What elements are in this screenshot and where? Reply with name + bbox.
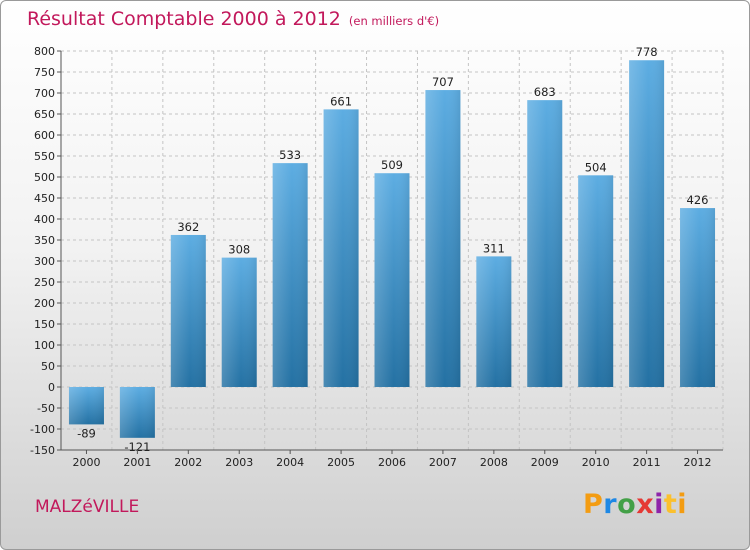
bar-highlight (527, 100, 563, 387)
bar-highlight (221, 257, 257, 387)
data-label: 311 (483, 241, 505, 255)
x-tick-label: 2003 (225, 456, 253, 469)
data-label: 509 (381, 158, 403, 172)
y-tick-label: 150 (34, 318, 55, 331)
x-tick-label: 2011 (633, 456, 661, 469)
x-tick-label: 2000 (72, 456, 100, 469)
y-tick-label: -100 (30, 423, 55, 436)
y-tick-label: 100 (34, 339, 55, 352)
y-tick-label: 50 (41, 360, 55, 373)
x-tick-label: 2004 (276, 456, 304, 469)
data-label: 707 (432, 75, 454, 89)
bar-highlight (170, 234, 206, 387)
y-tick-label: 450 (34, 192, 55, 205)
x-tick-label: 2008 (480, 456, 508, 469)
y-tick-label: 0 (48, 381, 55, 394)
y-tick-label: 800 (34, 45, 55, 58)
y-tick-label: -50 (37, 402, 55, 415)
y-tick-label: 550 (34, 150, 55, 163)
bar-highlight (680, 208, 716, 387)
y-tick-label: 300 (34, 255, 55, 268)
chart-title: Résultat Comptable 2000 à 2012 (27, 8, 341, 30)
data-label: 426 (687, 193, 709, 207)
data-label: 362 (177, 220, 199, 234)
proxiti-logo: Proxiti (583, 489, 688, 520)
x-tick-label: 2007 (429, 456, 457, 469)
x-tick-label: 2009 (531, 456, 559, 469)
x-tick-label: 2001 (123, 456, 151, 469)
y-tick-label: -150 (30, 444, 55, 457)
bar-highlight (119, 387, 155, 438)
bar-highlight (374, 173, 410, 387)
bar-highlight (425, 90, 461, 387)
y-tick-label: 400 (34, 213, 55, 226)
data-label: -121 (124, 440, 150, 454)
y-tick-label: 500 (34, 171, 55, 184)
chart-title-block: Résultat Comptable 2000 à 2012 (en millie… (27, 8, 439, 30)
x-tick-label: 2006 (378, 456, 406, 469)
bar-highlight (629, 60, 665, 388)
data-label: 504 (585, 160, 607, 174)
data-label: 533 (279, 148, 301, 162)
y-tick-label: 250 (34, 276, 55, 289)
data-label: -89 (77, 426, 96, 440)
bar-highlight (68, 387, 104, 425)
bar-highlight (476, 256, 512, 387)
y-tick-label: 700 (34, 87, 55, 100)
y-tick-label: 350 (34, 234, 55, 247)
y-tick-label: 650 (34, 108, 55, 121)
x-tick-label: 2012 (684, 456, 712, 469)
y-tick-label: 600 (34, 129, 55, 142)
bar-highlight (323, 109, 359, 387)
data-label: 661 (330, 94, 352, 108)
x-tick-label: 2002 (174, 456, 202, 469)
x-tick-label: 2005 (327, 456, 355, 469)
bar-highlight (272, 163, 308, 387)
chart-subtitle: (en milliers d'€) (348, 14, 440, 28)
bar-highlight (578, 175, 614, 387)
commune-name: MALZéVILLE (35, 497, 140, 517)
data-label: 778 (636, 45, 658, 59)
y-tick-label: 750 (34, 66, 55, 79)
data-label: 308 (228, 243, 250, 257)
x-tick-label: 2010 (582, 456, 610, 469)
y-tick-label: 200 (34, 297, 55, 310)
data-label: 683 (534, 85, 556, 99)
